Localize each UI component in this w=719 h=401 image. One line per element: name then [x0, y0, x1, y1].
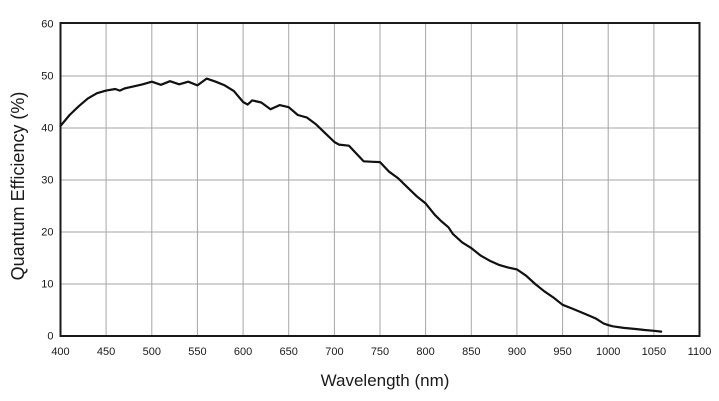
svg-text:0: 0	[47, 331, 53, 343]
svg-text:40: 40	[41, 123, 53, 135]
svg-text:1050: 1050	[642, 346, 666, 358]
svg-text:850: 850	[462, 346, 480, 358]
svg-text:20: 20	[41, 227, 53, 239]
svg-text:60: 60	[41, 19, 53, 31]
svg-text:800: 800	[416, 346, 434, 358]
svg-text:30: 30	[41, 175, 53, 187]
svg-text:1000: 1000	[596, 346, 620, 358]
svg-text:950: 950	[553, 346, 571, 358]
svg-text:1100: 1100	[688, 346, 712, 358]
svg-text:650: 650	[280, 346, 298, 358]
svg-text:450: 450	[97, 346, 115, 358]
svg-text:10: 10	[41, 279, 53, 291]
svg-text:900: 900	[508, 346, 526, 358]
svg-text:Quantum Efficiency (%): Quantum Efficiency (%)	[8, 92, 28, 281]
svg-text:750: 750	[371, 346, 389, 358]
svg-text:400: 400	[51, 346, 69, 358]
svg-text:50: 50	[41, 71, 53, 83]
svg-text:700: 700	[325, 346, 343, 358]
svg-text:600: 600	[234, 346, 252, 358]
svg-text:500: 500	[143, 346, 161, 358]
svg-text:550: 550	[188, 346, 206, 358]
svg-text:Wavelength (nm): Wavelength (nm)	[321, 371, 450, 390]
